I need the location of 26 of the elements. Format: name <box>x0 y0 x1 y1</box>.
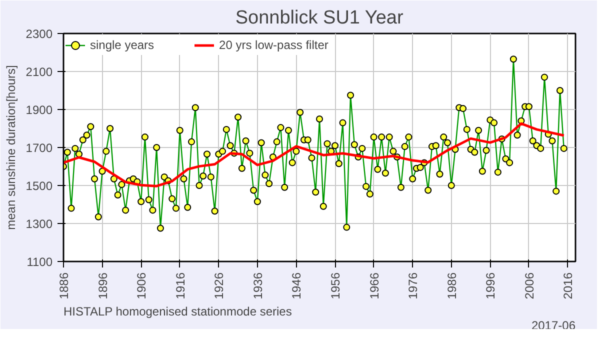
legend-label: single years <box>90 38 154 52</box>
y-tick-label: 1100 <box>26 255 53 269</box>
x-tick-label: 1986 <box>444 272 459 300</box>
x-tick-label: 1996 <box>484 272 498 300</box>
legend-label: 20 yrs low-pass filter <box>219 38 328 52</box>
x-tick-label: 1976 <box>406 272 420 300</box>
y-axis-title: mean sunshine duration[hours] <box>4 65 18 230</box>
chart-title: Sonnblick SU1 Year <box>235 8 404 28</box>
x-tick-label: 1926 <box>212 272 226 300</box>
x-tick-label: 2016 <box>561 272 576 300</box>
x-tick-label: 1966 <box>367 272 382 300</box>
x-tick-label: 1956 <box>328 272 343 300</box>
x-tick-label: 1946 <box>290 272 304 300</box>
y-tick-label: 2100 <box>26 65 53 79</box>
x-tick-label: 1906 <box>134 272 149 300</box>
x-tick-label: 1916 <box>173 272 188 300</box>
x-tick-label: 2006 <box>522 272 536 300</box>
text: HISTALP homogenised stationmode series <box>64 304 292 318</box>
y-tick-label: 1300 <box>26 217 53 231</box>
x-tick-label: 1936 <box>250 272 265 300</box>
y-tick-label: 1900 <box>26 103 53 117</box>
x-tick-label: 1886 <box>57 272 71 300</box>
y-tick-label: 1700 <box>26 141 53 155</box>
y-tick-label: 2300 <box>26 27 53 41</box>
y-tick-label: 1500 <box>26 179 53 193</box>
x-tick-label: 1896 <box>96 272 110 300</box>
